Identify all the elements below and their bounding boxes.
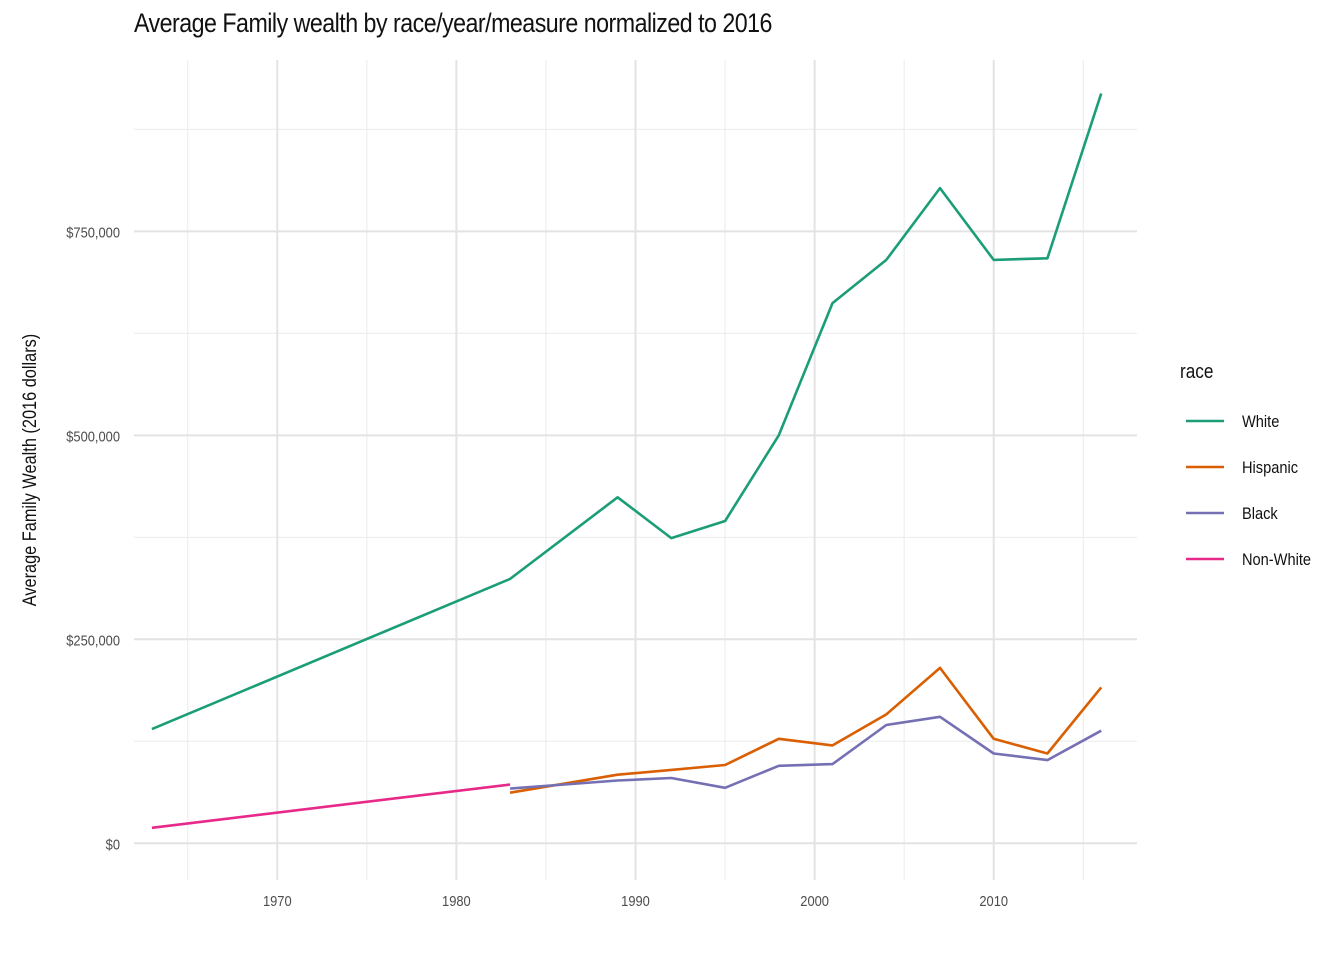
legend-label: Non-White	[1242, 551, 1311, 569]
series-line-white	[151, 93, 1103, 731]
series-line-black	[510, 715, 1102, 790]
series-line-hispanic	[509, 666, 1103, 794]
y-tick-label: $500,000	[66, 427, 120, 444]
major-gridlines	[134, 60, 1137, 880]
series-lines	[151, 93, 1103, 830]
legend-label: Hispanic	[1242, 459, 1298, 477]
series-line-non-white	[151, 783, 511, 830]
y-axis-tick-labels: $0 $250,000 $500,000 $750,000	[66, 223, 120, 852]
y-tick-label: $250,000	[66, 631, 120, 648]
y-axis-label: Average Family Wealth (2016 dollars)	[19, 334, 40, 607]
x-tick-label: 2000	[800, 892, 829, 909]
x-tick-label: 1980	[442, 892, 471, 909]
chart-title: Average Family wealth by race/year/measu…	[134, 8, 772, 38]
x-tick-label: 1990	[621, 892, 650, 909]
y-tick-label: $0	[106, 835, 121, 852]
legend-label: White	[1242, 413, 1280, 431]
legend-title: race	[1180, 360, 1213, 383]
y-tick-label: $750,000	[66, 223, 120, 240]
x-tick-label: 2010	[979, 892, 1008, 909]
legend: race White Hispanic Black Non-White	[1180, 360, 1311, 570]
x-axis-tick-labels: 1970 1980 1990 2000 2010	[263, 892, 1008, 909]
x-tick-label: 1970	[263, 892, 292, 909]
legend-label: Black	[1242, 505, 1278, 523]
